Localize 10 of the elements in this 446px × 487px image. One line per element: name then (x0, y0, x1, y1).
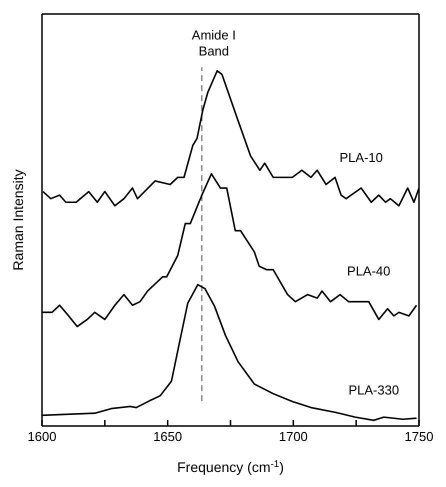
series-label: PLA-40 (347, 264, 390, 279)
x-tick-label: 1750 (404, 429, 434, 444)
x-tick-label: 1600 (28, 429, 56, 444)
x-tick-label: 1700 (278, 429, 308, 444)
ref-line-label: Amide I Band (192, 27, 236, 58)
series-label: PLA-10 (340, 150, 383, 166)
y-axis-title: Raman Intensity (10, 169, 26, 271)
series-label: PLA-330 (348, 382, 400, 398)
x-axis-title: Frequency (cm$^{-1}$) (177, 458, 284, 475)
x-tick-label: 1650 (153, 429, 182, 444)
